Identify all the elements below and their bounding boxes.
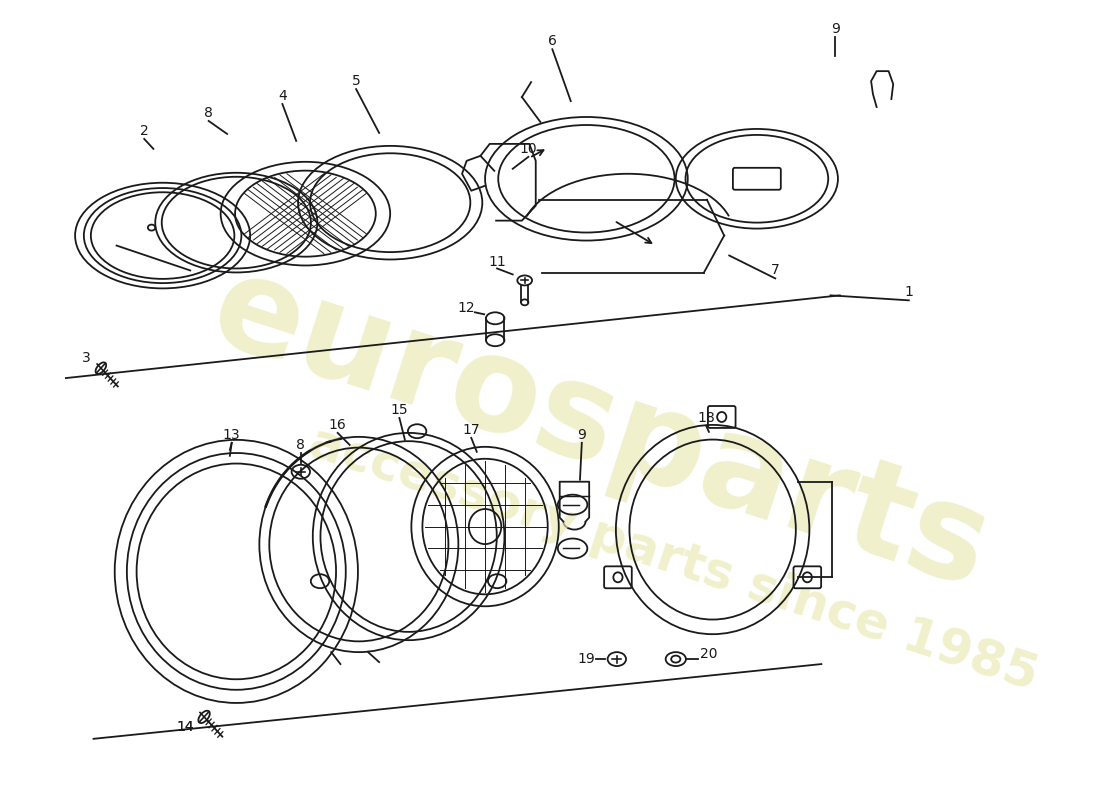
Text: 16: 16 [329,418,346,432]
Text: 19: 19 [578,652,595,666]
Text: 8: 8 [205,106,213,120]
FancyBboxPatch shape [733,168,781,190]
Text: 9: 9 [578,428,586,442]
Text: 18: 18 [697,411,715,425]
Text: 2: 2 [140,124,148,138]
Text: 6: 6 [548,34,557,48]
Text: 10: 10 [519,142,537,156]
Text: 17: 17 [462,423,480,437]
Text: 13: 13 [223,428,241,442]
Text: 8: 8 [296,438,305,452]
Text: 14: 14 [177,720,195,734]
Text: 20: 20 [701,647,717,661]
Text: eurosparts: eurosparts [196,245,1004,615]
Text: 5: 5 [352,74,361,88]
Text: 11: 11 [488,255,506,270]
Text: 3: 3 [81,351,90,365]
Text: 7: 7 [771,263,780,278]
Text: 1: 1 [904,286,913,299]
Text: 9: 9 [830,22,839,36]
Text: 12: 12 [458,302,475,315]
Text: accessory parts since 1985: accessory parts since 1985 [304,418,1045,700]
Text: 14: 14 [177,720,195,734]
Text: 4: 4 [278,89,287,103]
Text: 15: 15 [390,403,408,417]
